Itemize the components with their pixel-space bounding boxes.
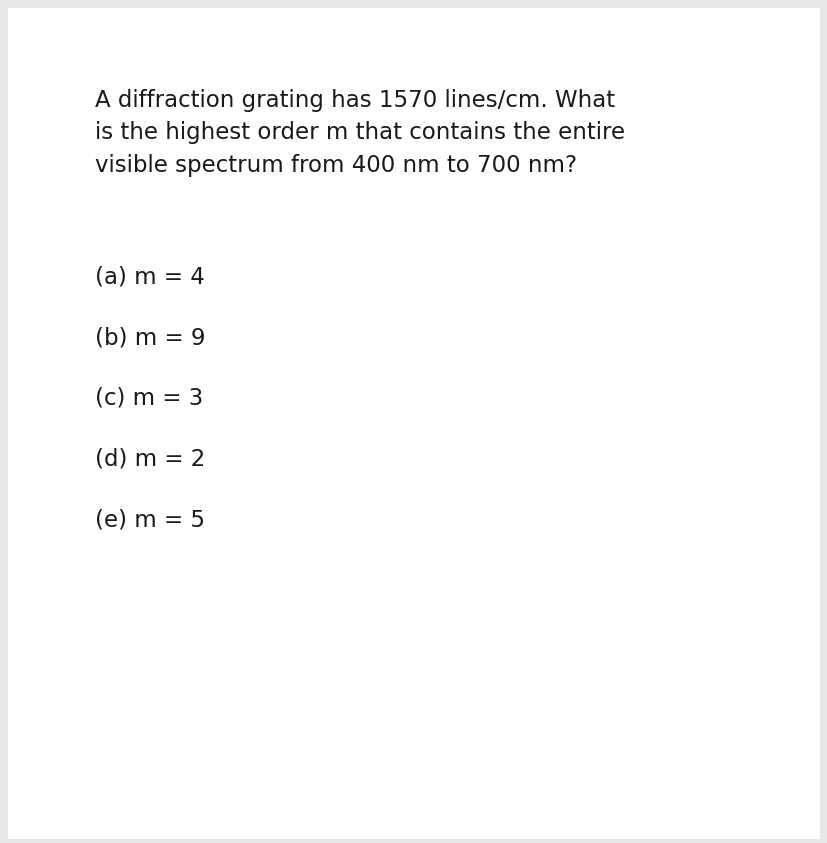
Text: A diffraction grating has 1570 lines/cm. What
is the highest order m that contai: A diffraction grating has 1570 lines/cm.… xyxy=(95,89,624,177)
Text: (b) m = 9: (b) m = 9 xyxy=(95,326,205,349)
Text: (a) m = 4: (a) m = 4 xyxy=(95,266,205,288)
Text: (d) m = 2: (d) m = 2 xyxy=(95,448,205,470)
FancyBboxPatch shape xyxy=(8,8,819,839)
Text: (c) m = 3: (c) m = 3 xyxy=(95,387,203,410)
Text: (e) m = 5: (e) m = 5 xyxy=(95,508,205,531)
